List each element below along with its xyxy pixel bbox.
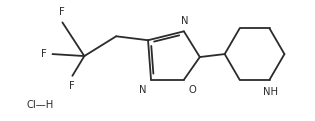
Text: O: O: [189, 85, 197, 95]
Text: F: F: [68, 81, 74, 91]
Text: NH: NH: [263, 87, 278, 97]
Text: N: N: [139, 85, 146, 95]
Text: F: F: [59, 8, 64, 18]
Text: F: F: [41, 49, 47, 59]
Text: Cl—H: Cl—H: [27, 100, 54, 110]
Text: N: N: [181, 16, 189, 26]
